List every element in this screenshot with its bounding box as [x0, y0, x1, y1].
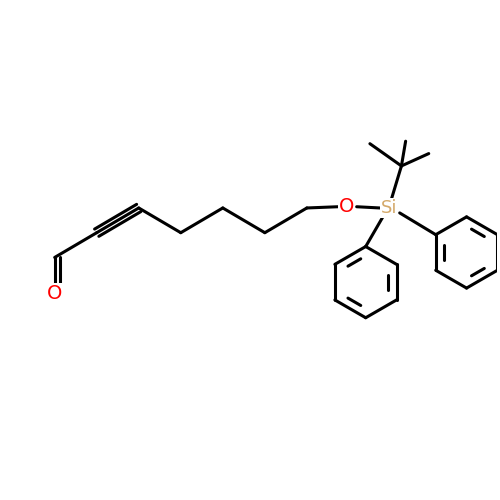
Text: O: O — [339, 197, 354, 216]
Text: Si: Si — [380, 199, 397, 217]
Text: O: O — [47, 284, 62, 303]
